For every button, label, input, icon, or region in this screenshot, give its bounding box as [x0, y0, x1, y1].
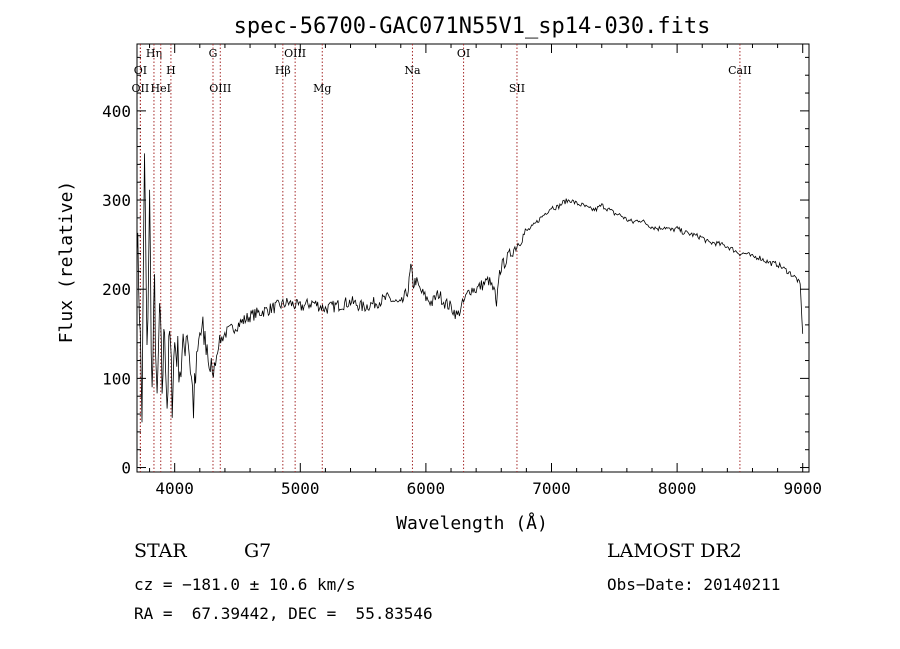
y-tick-label: 200: [102, 280, 131, 299]
marker-label: Hβ: [275, 64, 291, 77]
x-tick-label: 9000: [783, 479, 822, 498]
marker-label: G: [209, 47, 218, 60]
x-tick-label: 6000: [407, 479, 446, 498]
plot-frame: [136, 43, 810, 473]
y-tick-label: 100: [102, 369, 131, 388]
x-tick-label: 8000: [658, 479, 697, 498]
survey-name: LAMOST DR2: [607, 540, 742, 562]
redshift-velocity: cz = −181.0 ± 10.6 km/s: [134, 575, 356, 594]
marker-label: Mg: [313, 82, 331, 95]
marker-label: H: [166, 64, 176, 77]
observation-date: Obs−Date: 20140211: [607, 575, 781, 594]
chart-title: spec-56700-GAC071N55V1_sp14-030.fits: [234, 14, 711, 39]
coordinates: RA = 67.39442, DEC = 55.83546: [134, 604, 433, 623]
object-class: STAR: [134, 540, 187, 562]
marker-label: OI: [134, 64, 147, 77]
x-tick-label: 7000: [532, 479, 571, 498]
marker-label: CaII: [728, 64, 752, 77]
x-tick-label: 5000: [281, 479, 320, 498]
marker-label: OII: [132, 82, 150, 95]
spectrum-series: [136, 153, 804, 423]
y-tick-label: 0: [121, 459, 131, 478]
y-axis-label: Flux (relative): [56, 181, 77, 344]
y-tick-label: 300: [102, 191, 131, 210]
axis-ticks: 4000 5000 6000 7000 8000 9000 0 100 200 300 400: [102, 44, 822, 498]
x-axis-label: Wavelength (Å): [396, 512, 548, 534]
object-subclass: G7: [244, 540, 272, 562]
x-tick-label: 4000: [155, 479, 194, 498]
y-tick-label: 400: [102, 102, 131, 121]
marker-label: Hη: [146, 47, 162, 60]
marker-label: SII: [509, 82, 525, 95]
spectral-line-markers: OI Hη OII HeI H G OIII Hβ OIII Mg Na OI SII CaII: [132, 44, 752, 472]
marker-label: OIII: [209, 82, 231, 95]
spectrum-line: [136, 153, 804, 423]
marker-label: OI: [457, 47, 470, 60]
marker-label: Na: [404, 64, 421, 77]
marker-label: HeI: [151, 82, 171, 95]
marker-label: OIII: [284, 47, 306, 60]
plot-border: [136, 43, 810, 473]
